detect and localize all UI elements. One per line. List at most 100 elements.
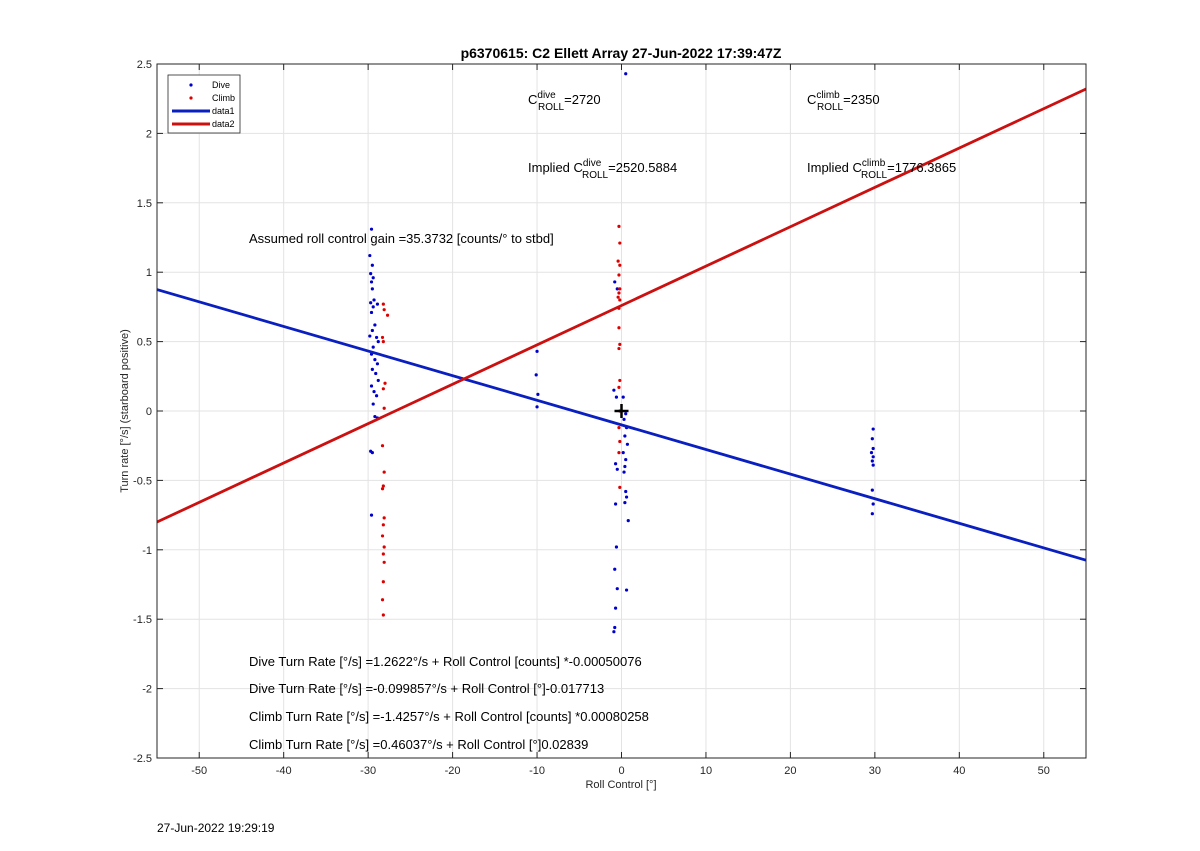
point-dive [871, 427, 875, 431]
point-dive [373, 358, 377, 362]
point-dive [374, 371, 378, 376]
legend-climb-marker [189, 96, 193, 100]
point-dive [376, 378, 380, 383]
point-climb [382, 560, 386, 564]
point-climb [618, 241, 622, 245]
point-dive [624, 588, 629, 592]
point-dive [614, 395, 619, 399]
c-dive-label: Cdive ROLL=2720 [528, 90, 601, 113]
point-climb [380, 598, 385, 602]
point-dive [623, 464, 627, 469]
climb-eq-degrees: Climb Turn Rate [°/s] =0.46037°/s + Roll… [249, 737, 588, 752]
y-tick-label: -0.5 [133, 475, 152, 487]
point-climb [381, 302, 385, 306]
x-tick-label: 40 [953, 765, 965, 777]
point-dive [375, 302, 380, 306]
point-climb [380, 444, 385, 448]
legend-dive-marker [189, 83, 193, 87]
point-dive [371, 276, 375, 280]
y-tick-label: 0.5 [137, 337, 152, 349]
point-dive [369, 513, 374, 517]
point-climb [381, 613, 385, 617]
point-dive [376, 340, 380, 344]
point-dive [871, 502, 875, 506]
point-dive [624, 457, 628, 462]
point-dive [624, 495, 629, 499]
point-dive [870, 512, 874, 516]
point-climb [382, 516, 386, 520]
point-dive [371, 402, 375, 406]
point-dive [871, 446, 875, 451]
point-climb [382, 470, 386, 474]
point-dive [621, 395, 625, 399]
point-climb [617, 224, 621, 228]
point-climb [618, 263, 622, 267]
legend-climb-label: Climb [212, 93, 235, 103]
point-dive [369, 310, 374, 315]
point-dive [612, 630, 616, 634]
point-climb [617, 326, 621, 330]
plot-data [156, 72, 1087, 634]
point-climb [380, 534, 385, 538]
y-axis-label: Turn rate [°/s] (starboard positive) [119, 329, 131, 493]
point-dive [535, 405, 539, 409]
point-climb [381, 484, 385, 488]
dive-eq-counts: Dive Turn Rate [°/s] =1.2622°/s + Roll C… [249, 654, 642, 669]
x-tick-label: 30 [869, 765, 881, 777]
point-climb [381, 387, 385, 391]
point-dive [372, 389, 376, 394]
point-dive [626, 519, 630, 523]
point-dive [621, 451, 625, 455]
point-dive [871, 455, 875, 459]
point-dive [614, 545, 619, 549]
point-dive [613, 462, 618, 466]
point-dive [370, 367, 374, 371]
point-dive [624, 72, 628, 76]
legend-data1-label: data1 [212, 106, 235, 116]
point-dive [535, 349, 539, 353]
point-climb [616, 295, 620, 299]
point-dive [371, 345, 375, 349]
implied-c-climb-label: Implied Cclimb ROLL=1776.3865 [807, 158, 956, 181]
x-tick-label: 20 [784, 765, 796, 777]
x-tick-label: 10 [700, 765, 712, 777]
point-dive [623, 501, 627, 505]
point-climb [382, 406, 386, 410]
y-tick-label: 1.5 [137, 198, 152, 210]
point-dive [613, 502, 618, 506]
series-line-data2 [156, 87, 1087, 524]
point-dive [622, 470, 626, 474]
point-dive [368, 253, 372, 258]
point-climb [617, 385, 621, 390]
x-tick-label: -30 [360, 765, 376, 777]
point-climb [617, 451, 621, 455]
point-dive [871, 463, 875, 467]
legend-data2-label: data2 [212, 119, 235, 129]
climb-eq-counts: Climb Turn Rate [°/s] =-1.4257°/s + Roll… [249, 709, 649, 724]
point-dive [613, 625, 617, 630]
point-climb [382, 545, 386, 549]
point-dive [369, 271, 373, 276]
origin-plus-marker [614, 404, 629, 418]
point-dive [615, 287, 619, 291]
y-tick-label: 2 [146, 128, 152, 140]
point-climb [618, 439, 622, 444]
point-dive [613, 280, 617, 284]
chart-title: p6370615: C2 Ellett Array 27-Jun-2022 17… [461, 45, 782, 61]
point-dive [625, 442, 630, 446]
point-dive [615, 467, 619, 471]
point-dive [373, 414, 377, 419]
point-climb [618, 485, 622, 489]
y-tick-label: -1.5 [133, 614, 152, 626]
point-climb [617, 273, 621, 277]
point-dive [870, 488, 874, 492]
point-climb [380, 335, 385, 340]
point-dive [369, 227, 374, 231]
point-climb [618, 287, 622, 291]
point-climb [381, 340, 385, 344]
x-tick-label: 50 [1038, 765, 1050, 777]
dive-eq-degrees: Dive Turn Rate [°/s] =-0.099857°/s + Rol… [249, 681, 604, 696]
print-timestamp: 27-Jun-2022 19:29:19 [157, 821, 275, 835]
point-dive [623, 434, 627, 438]
point-climb [617, 291, 621, 295]
